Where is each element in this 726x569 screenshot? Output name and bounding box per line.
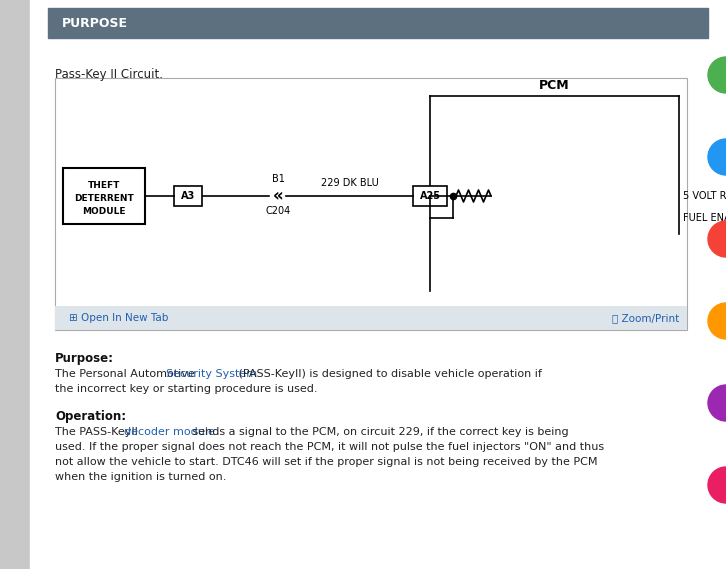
Text: decoder module: decoder module xyxy=(124,427,215,437)
Text: Pass-Key II Circuit.: Pass-Key II Circuit. xyxy=(55,68,163,81)
Text: PCM: PCM xyxy=(539,79,570,92)
Text: 5 VOLT REFERENCE: 5 VOLT REFERENCE xyxy=(683,191,726,201)
Bar xyxy=(174,186,202,206)
Text: Security System: Security System xyxy=(166,369,257,379)
Bar xyxy=(48,8,708,38)
Circle shape xyxy=(708,303,726,339)
Circle shape xyxy=(708,467,726,503)
Text: 229 DK BLU: 229 DK BLU xyxy=(321,178,378,188)
Circle shape xyxy=(708,57,726,93)
Bar xyxy=(0,0,30,569)
Bar xyxy=(55,306,687,330)
Text: B1: B1 xyxy=(272,174,285,184)
Text: The Personal Automotive: The Personal Automotive xyxy=(55,369,198,379)
Circle shape xyxy=(708,221,726,257)
Circle shape xyxy=(708,139,726,175)
Text: THEFT: THEFT xyxy=(88,180,121,189)
Text: A25: A25 xyxy=(420,191,441,201)
Text: MODULE: MODULE xyxy=(82,207,126,216)
Text: the incorrect key or starting procedure is used.: the incorrect key or starting procedure … xyxy=(55,384,317,394)
Text: A3: A3 xyxy=(181,191,195,201)
Text: Purpose:: Purpose: xyxy=(55,352,114,365)
Bar xyxy=(413,186,447,206)
Text: not allow the vehicle to start. DTC46 will set if the proper signal is not being: not allow the vehicle to start. DTC46 wi… xyxy=(55,457,597,467)
Text: FUEL ENABLE SIGNAL: FUEL ENABLE SIGNAL xyxy=(683,213,726,223)
Text: Operation:: Operation: xyxy=(55,410,126,423)
Text: C204: C204 xyxy=(266,206,290,216)
Text: ⊞ Open In New Tab: ⊞ Open In New Tab xyxy=(69,313,168,323)
Circle shape xyxy=(708,385,726,421)
Text: (PASS-KeyII) is designed to disable vehicle operation if: (PASS-KeyII) is designed to disable vehi… xyxy=(235,369,542,379)
Text: used. If the proper signal does not reach the PCM, it will not pulse the fuel in: used. If the proper signal does not reac… xyxy=(55,442,604,452)
Bar xyxy=(55,78,687,330)
Text: «: « xyxy=(273,187,283,205)
Text: PURPOSE: PURPOSE xyxy=(62,17,128,30)
Text: DETERRENT: DETERRENT xyxy=(74,193,134,203)
Text: sends a signal to the PCM, on circuit 229, if the correct key is being: sends a signal to the PCM, on circuit 22… xyxy=(189,427,568,437)
Text: when the ignition is turned on.: when the ignition is turned on. xyxy=(55,472,227,482)
Text: 🔍 Zoom/Print: 🔍 Zoom/Print xyxy=(612,313,679,323)
Text: The PASS-KeyII: The PASS-KeyII xyxy=(55,427,142,437)
Bar xyxy=(63,168,145,224)
